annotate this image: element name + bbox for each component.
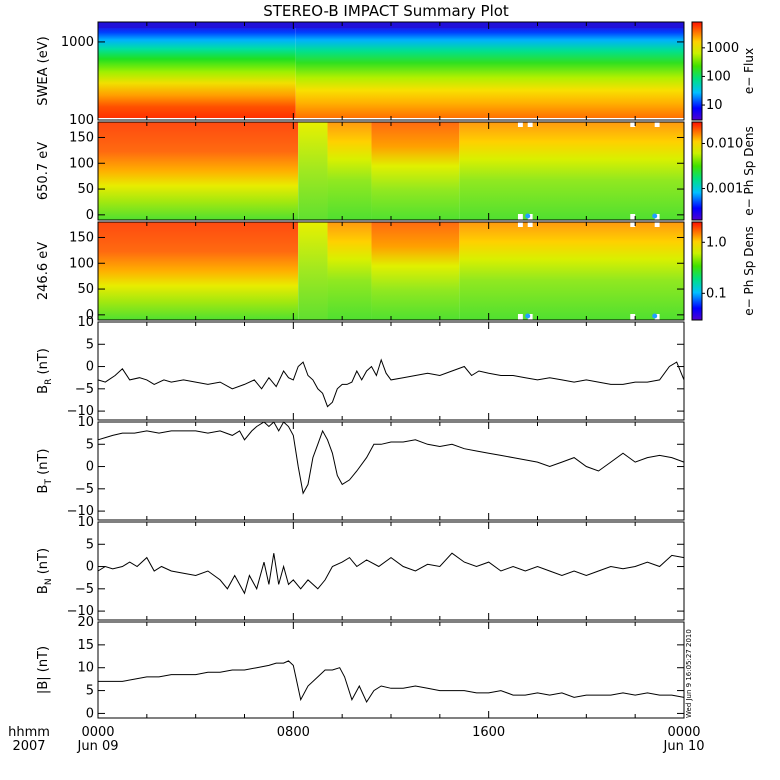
swea-ylabel: SWEA (eV) [36, 36, 51, 105]
br-frame [97, 321, 685, 421]
time-tick-label: 0000 [667, 725, 700, 740]
bmag-ytick-label: 0 [86, 706, 94, 721]
bmag-frame [97, 621, 685, 719]
time-tick-label: 1600 [472, 725, 505, 740]
br-ytick-label: 5 [86, 337, 94, 352]
bn-ytick-label: 5 [86, 537, 94, 552]
bmag-ytick-label: 15 [77, 638, 94, 653]
swea-colorbar-tick: 1000 [706, 41, 739, 56]
bmag-ylabel: |B| (nT) [36, 646, 51, 694]
br-ylabel: BR (nT) [36, 348, 54, 394]
pad650-colorbar-tick: 0.001 [706, 182, 743, 197]
bt-ytick-label: 10 [77, 415, 94, 430]
panel-bt: −10 −5 0 5 10 BT (nT) [36, 415, 685, 521]
bt-ytick-label: 0 [86, 460, 94, 475]
br-ytick-label: −10 [67, 404, 94, 419]
time-tick-date: Jun 09 [77, 739, 119, 754]
time-tick-label: 0000 [81, 725, 114, 740]
pad246-ytick-label: 0 [86, 308, 94, 323]
time-tick-date: Jun 10 [663, 739, 705, 754]
br-ytick-label: 0 [86, 360, 94, 375]
plot-timestamp: Wed Jun 9 16:05:27 2010 [685, 629, 693, 718]
pad650-ytick-label: 50 [77, 182, 94, 197]
pad650-ytick-label: 100 [69, 156, 94, 171]
pad650-ylabel: 650.7 eV [36, 142, 51, 200]
bn-frame [97, 521, 685, 621]
bn-ytick-label: −5 [75, 582, 94, 597]
br-ytick-label: 10 [77, 315, 94, 330]
pad650-ytick-label: 150 [69, 130, 94, 145]
bmag-ytick-label: 20 [77, 615, 94, 630]
bt-series-line [97, 421, 685, 495]
pad246-colorbar-label: e− Ph Sp Dens [742, 226, 756, 315]
pad246-ytick-label: 50 [77, 282, 94, 297]
panel-bn: −10 −5 0 5 10 BN (nT) [36, 515, 685, 621]
bt-ytick-label: 5 [86, 437, 94, 452]
swea-ytick-label: 100 [69, 113, 94, 128]
swea-colorbar [691, 21, 703, 121]
bt-ytick-label: −5 [75, 482, 94, 497]
swea-colorbar-label: e− Flux [742, 48, 756, 94]
pad246-colorbar [691, 221, 703, 321]
pad246-colorbar-tick: 0.1 [706, 286, 727, 301]
bmag-ytick-label: 10 [77, 661, 94, 676]
corner-label-year: 2007 [12, 739, 45, 754]
bmag-series-line [98, 660, 685, 704]
br-ytick-label: −5 [75, 382, 94, 397]
pad246-spectrogram [98, 222, 684, 320]
bn-series-line [97, 552, 685, 595]
swea-colorbar-tick: 100 [706, 69, 731, 84]
bt-frame [97, 421, 685, 521]
panel-pad246: 0.1 1.0 e− Ph Sp Dens 0 50 100 150 246.6 eV [36, 221, 756, 323]
pad246-ylabel: 246.6 eV [36, 242, 51, 300]
swea-colorbar-tick: 10 [706, 98, 723, 113]
pad246-ytick-label: 150 [69, 230, 94, 245]
br-series-line [97, 358, 685, 408]
pad650-spectrogram [98, 122, 684, 220]
time-tick-label: 0800 [277, 725, 310, 740]
pad650-colorbar-tick: 0.010 [706, 136, 743, 151]
bt-ytick-label: −10 [67, 504, 94, 519]
pad650-colorbar [691, 121, 703, 221]
pad246-ytick-label: 100 [69, 256, 94, 271]
bmag-ytick-label: 5 [86, 684, 94, 699]
bn-ytick-label: 0 [86, 560, 94, 575]
bn-ylabel: BN (nT) [36, 548, 54, 594]
bn-ytick-label: 10 [77, 515, 94, 530]
swea-ytick-label: 1000 [61, 35, 94, 50]
bt-ylabel: BT (nT) [36, 449, 54, 494]
bn-ytick-label: −10 [67, 604, 94, 619]
corner-label-hhmm: hhmm [8, 725, 50, 740]
pad246-colorbar-tick: 1.0 [706, 235, 727, 250]
panel-bmag: 0 5 10 15 20 |B| (nT) [36, 615, 685, 721]
panel-br: −10 −5 0 5 10 BR (nT) [36, 315, 685, 421]
pad650-ytick-label: 0 [86, 208, 94, 223]
figure-title: STEREO-B IMPACT Summary Plot [263, 2, 509, 20]
swea-spectrogram [98, 22, 684, 118]
pad650-colorbar-label: e− Ph Sp Dens [742, 126, 756, 215]
